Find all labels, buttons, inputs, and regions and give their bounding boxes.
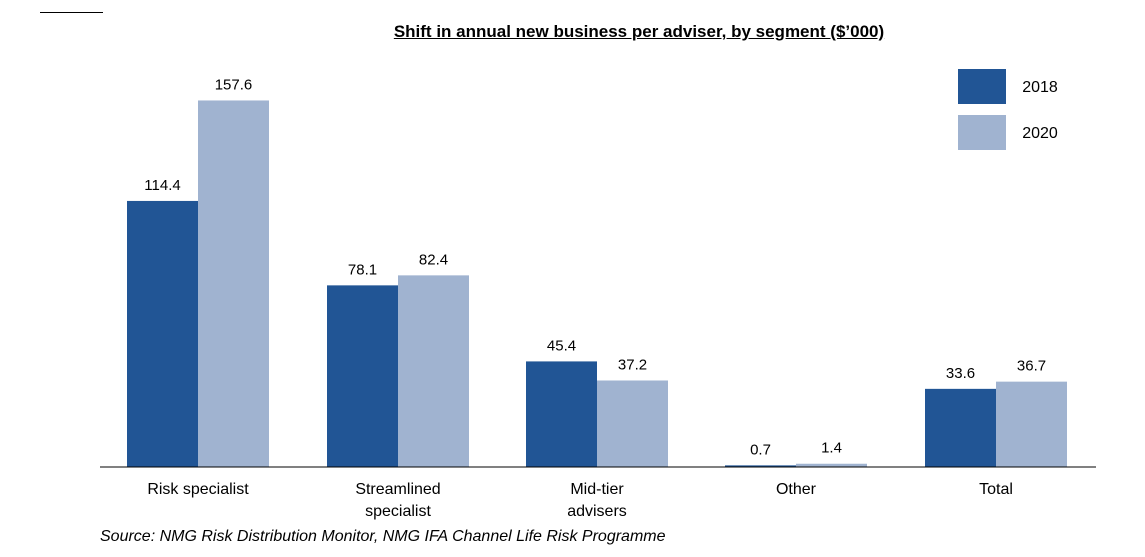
x-tick-label: Streamlined bbox=[355, 481, 440, 498]
data-label: 0.7 bbox=[750, 441, 771, 458]
x-tick-label: advisers bbox=[567, 503, 627, 520]
bar bbox=[725, 465, 796, 467]
bar bbox=[526, 361, 597, 467]
legend-label: 2020 bbox=[1022, 125, 1058, 142]
x-tick-label: specialist bbox=[365, 503, 431, 520]
bar bbox=[796, 463, 867, 467]
bar bbox=[398, 275, 469, 467]
data-label: 157.6 bbox=[215, 76, 253, 93]
bar bbox=[127, 200, 198, 467]
x-tick-label: Other bbox=[776, 481, 817, 498]
source-note: Source: NMG Risk Distribution Monitor, N… bbox=[100, 528, 666, 545]
bar bbox=[925, 388, 996, 467]
data-label: 45.4 bbox=[547, 337, 576, 354]
data-label: 114.4 bbox=[144, 177, 180, 194]
data-label: 82.4 bbox=[419, 251, 448, 268]
bar bbox=[597, 380, 668, 467]
legend-swatch bbox=[958, 69, 1006, 104]
x-tick-label: Total bbox=[979, 481, 1013, 498]
chart-title: Shift in annual new business per adviser… bbox=[393, 22, 885, 41]
bar bbox=[327, 285, 398, 467]
data-label: 37.2 bbox=[618, 356, 647, 373]
data-label: 36.7 bbox=[1017, 358, 1046, 375]
bar bbox=[996, 381, 1067, 467]
x-tick-label: Risk specialist bbox=[147, 481, 249, 498]
data-label: 1.4 bbox=[821, 440, 842, 457]
corner-rule bbox=[40, 12, 103, 13]
legend-swatch bbox=[958, 115, 1006, 150]
x-tick-label: Mid-tier bbox=[570, 481, 624, 498]
data-label: 78.1 bbox=[348, 261, 377, 278]
bar bbox=[198, 100, 269, 467]
legend-label: 2018 bbox=[1022, 79, 1058, 96]
data-label: 33.6 bbox=[946, 365, 975, 382]
